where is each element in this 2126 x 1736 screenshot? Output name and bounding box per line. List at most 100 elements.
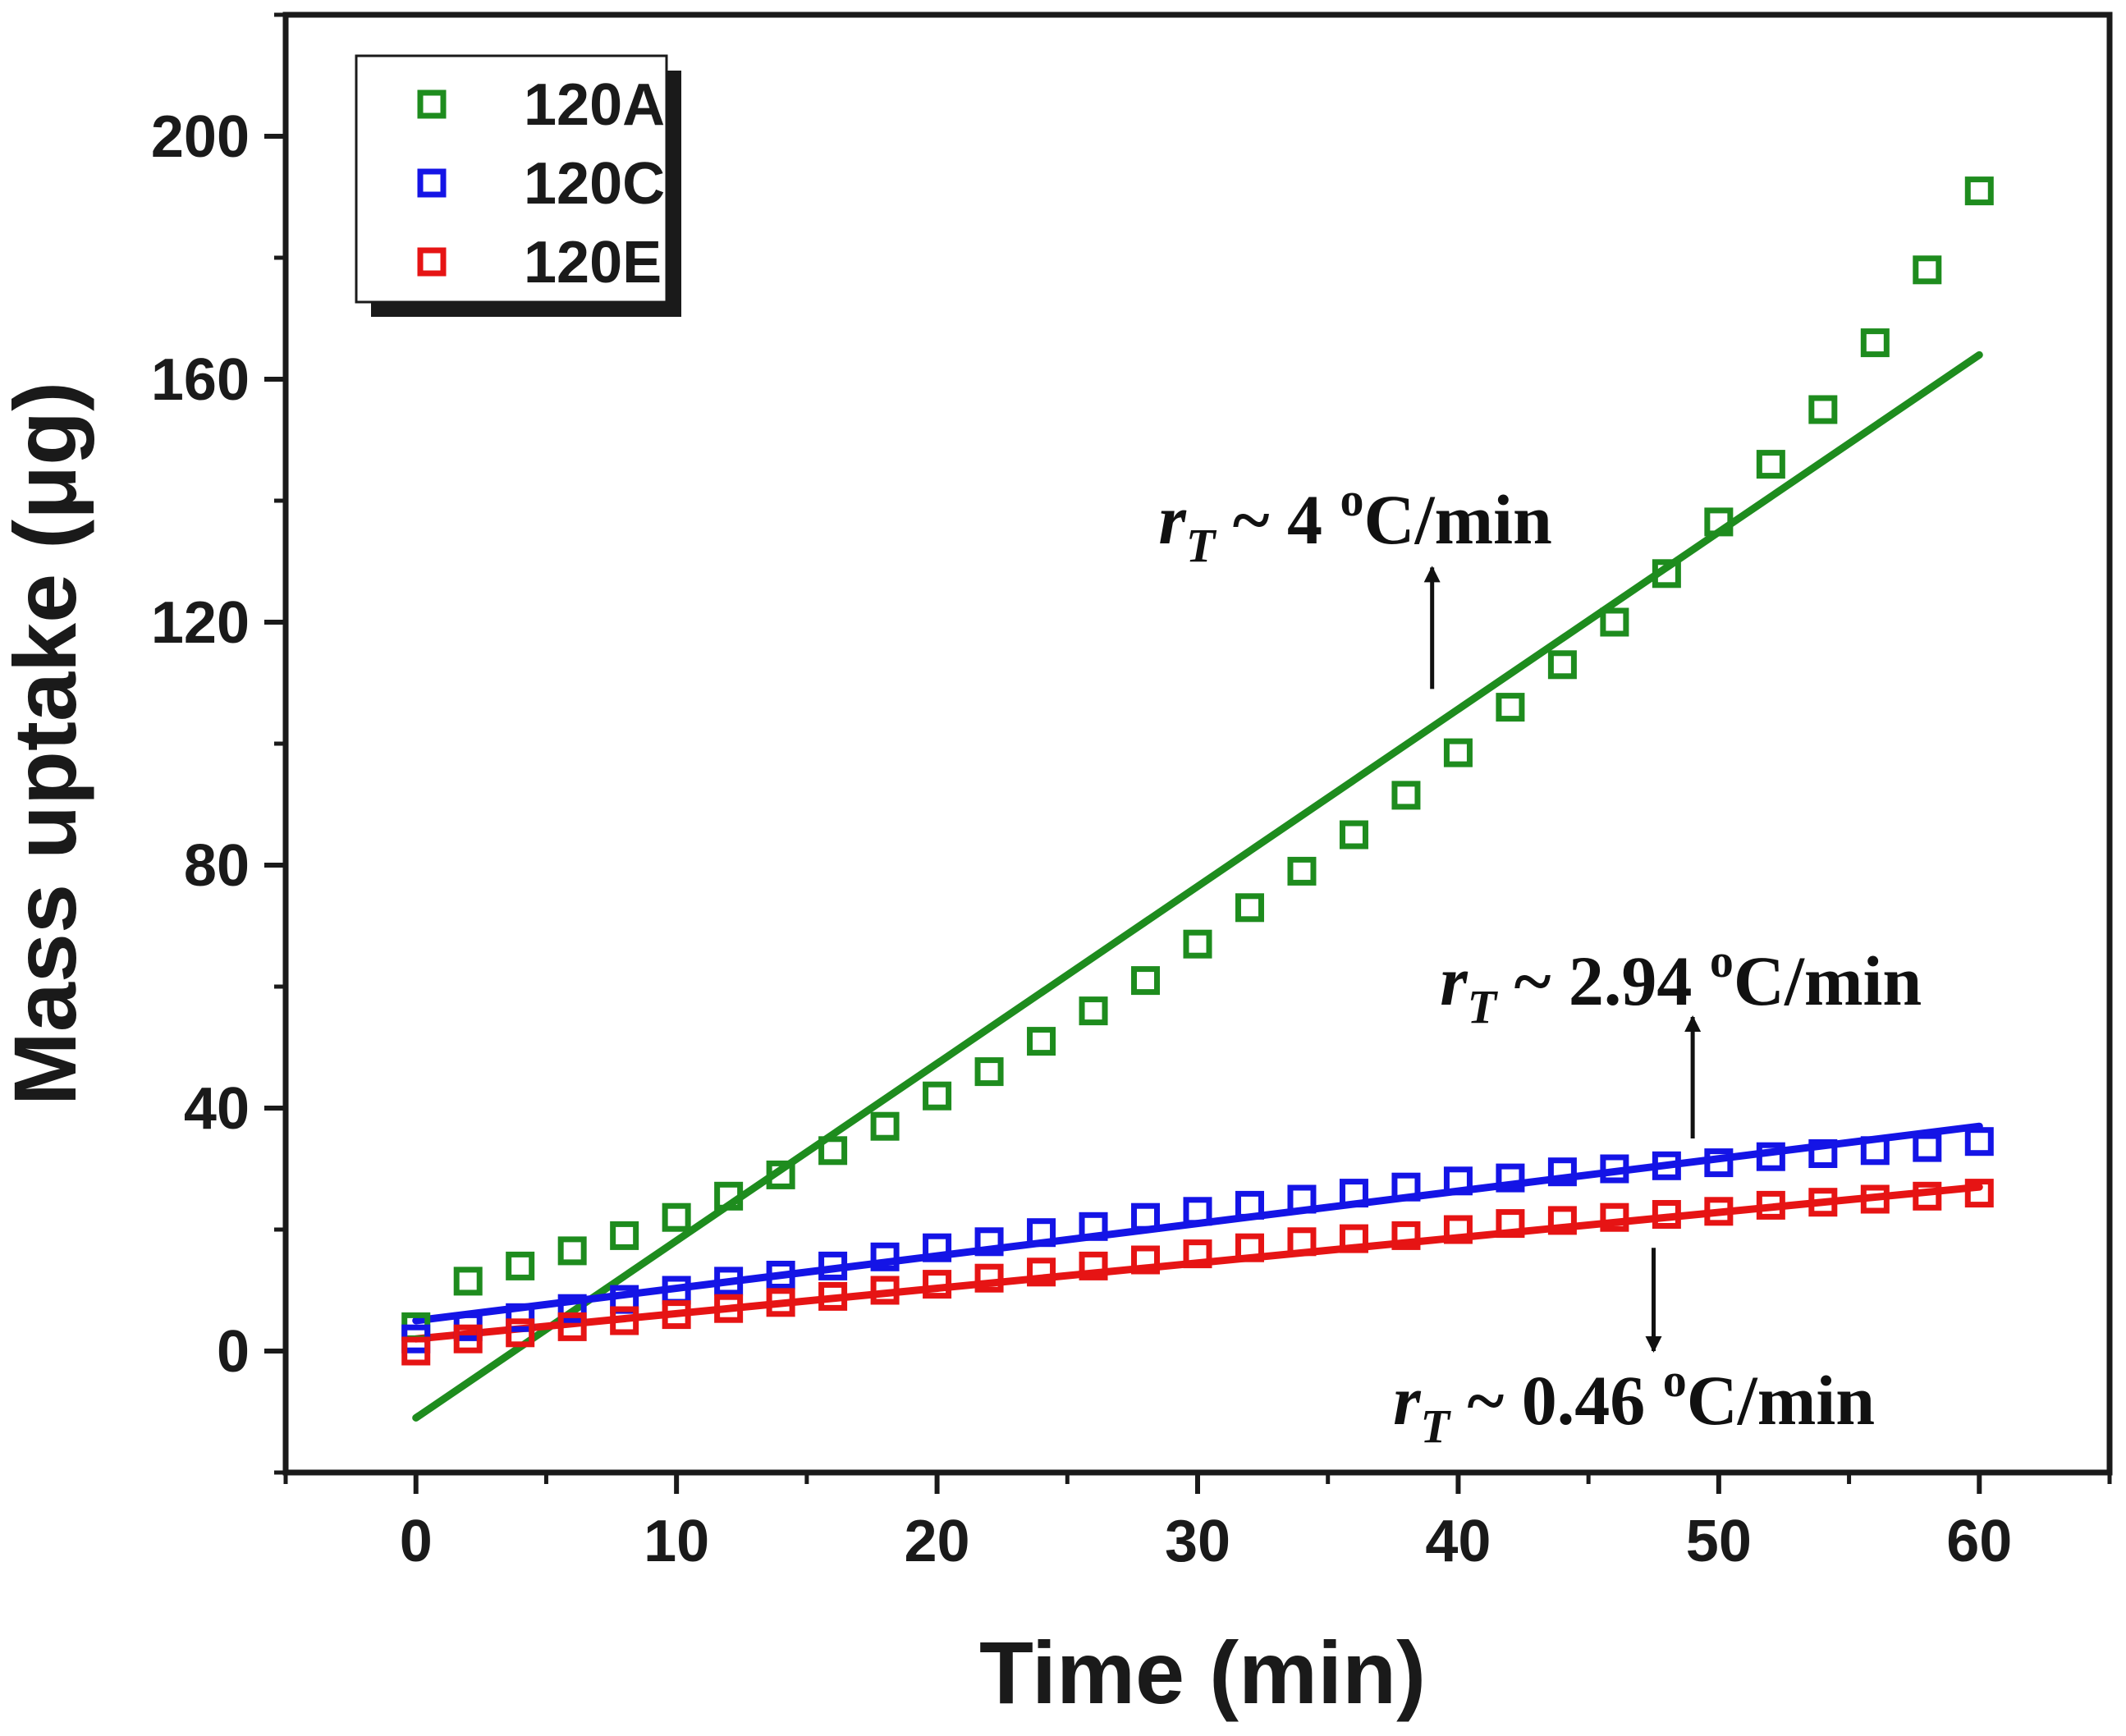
y-tick-label: 160 <box>151 347 250 413</box>
data-point-120c <box>1443 1166 1473 1196</box>
data-point-120e <box>662 1300 691 1330</box>
data-point-120a <box>870 1111 900 1141</box>
data-point-120e <box>506 1318 535 1348</box>
data-point-120e <box>766 1288 795 1317</box>
data-point-120c <box>1808 1139 1838 1168</box>
axis-ticks: 0 10 20 30 40 50 60 0 40 80 120 160 200 <box>151 12 2112 1574</box>
data-point-120a <box>557 1236 587 1266</box>
degree-superscript: o <box>1340 473 1364 526</box>
data-point-120a <box>1704 507 1734 537</box>
data-point-120e <box>1079 1251 1108 1280</box>
data-point-120a <box>662 1202 691 1232</box>
x-tick-label: 0 <box>400 1509 433 1574</box>
rate-unit: C/min <box>1734 941 1922 1020</box>
rate-annotation: rT ~ 0.46 oC/min <box>1393 1354 1875 1453</box>
data-point-120e <box>1235 1233 1264 1262</box>
data-point-120c <box>1079 1212 1108 1241</box>
fit-lines <box>412 350 1983 1422</box>
data-point-120e <box>923 1270 952 1299</box>
y-tick-label: 0 <box>217 1319 250 1385</box>
data-point-120e <box>1027 1257 1056 1287</box>
x-axis-title: Time (min) <box>979 1623 1426 1722</box>
data-point-120a <box>1756 450 1785 479</box>
rate-value: ~ 4 <box>1215 480 1340 559</box>
data-point-120e <box>1600 1202 1629 1232</box>
rate-annotation: rT ~ 4 oC/min <box>1158 473 1552 572</box>
rate-annotation: rT ~ 2.94 oC/min <box>1440 934 1922 1033</box>
data-point-120c <box>714 1267 744 1296</box>
data-point-120c <box>1652 1151 1681 1180</box>
data-point-120a <box>1079 996 1108 1026</box>
data-point-120a <box>1496 693 1525 722</box>
rate-symbol: r <box>1440 941 1468 1020</box>
data-point-120c <box>766 1261 795 1289</box>
y-tick-label: 120 <box>151 590 250 656</box>
data-point-120e <box>453 1324 483 1354</box>
legend-box <box>355 54 668 304</box>
rate-value: ~ 2.94 <box>1496 941 1710 1020</box>
data-point-120c <box>1235 1190 1264 1220</box>
data-point-120e <box>1756 1190 1785 1220</box>
legend-marker-120c <box>417 168 447 198</box>
data-point-120e <box>1287 1227 1317 1257</box>
data-point-120e <box>610 1306 639 1335</box>
data-point-120a <box>1860 328 1890 358</box>
data-point-120a <box>818 1136 848 1166</box>
data-point-120e <box>974 1263 1004 1293</box>
data-point-120c <box>1496 1163 1525 1193</box>
data-point-120c <box>1704 1148 1734 1178</box>
data-point-120e <box>1652 1200 1681 1229</box>
data-point-120e <box>1496 1209 1525 1239</box>
data-point-120a <box>1443 738 1473 767</box>
data-point-120a <box>1339 820 1368 850</box>
data-point-120a <box>1964 176 1994 206</box>
rate-subscript: T <box>1421 1399 1452 1453</box>
data-point-120a <box>453 1267 483 1296</box>
data-point-120a <box>1600 607 1629 637</box>
data-point-120a <box>1131 966 1161 996</box>
data-point-120c <box>1183 1197 1212 1226</box>
data-point-120a <box>1808 395 1838 424</box>
data-point-120c <box>818 1251 848 1280</box>
data-point-120c <box>1860 1136 1890 1166</box>
x-tick-label: 10 <box>644 1509 709 1574</box>
data-point-120c <box>1913 1133 1942 1162</box>
x-tick-label: 40 <box>1425 1509 1491 1574</box>
legend-marker-120a <box>417 89 447 119</box>
data-point-120a <box>1652 559 1681 589</box>
data-point-120a <box>1391 781 1421 810</box>
data-point-120e <box>1183 1239 1212 1269</box>
data-point-120c <box>1131 1202 1161 1232</box>
x-tick-label: 20 <box>905 1509 970 1574</box>
data-point-120a <box>610 1221 639 1250</box>
data-point-120a <box>923 1081 952 1111</box>
data-point-120e <box>1339 1224 1368 1253</box>
legend: 120A 120C 120E <box>355 54 681 317</box>
data-point-120c <box>506 1303 535 1332</box>
rate-subscript: T <box>1468 980 1499 1033</box>
data-point-120e <box>1913 1181 1942 1211</box>
data-point-120a <box>506 1251 535 1280</box>
data-point-120e <box>818 1281 848 1311</box>
data-point-120c <box>1027 1218 1056 1248</box>
x-tick-label: 50 <box>1686 1509 1752 1574</box>
data-point-120e <box>1443 1215 1473 1244</box>
data-point-120c <box>974 1227 1004 1257</box>
legend-label-120e: 120E <box>524 230 662 295</box>
data-point-120c <box>1339 1179 1368 1208</box>
data-point-120a <box>1183 929 1212 959</box>
data-point-120a <box>714 1181 744 1211</box>
rate-subscript: T <box>1186 519 1217 572</box>
y-tick-label: 40 <box>184 1076 250 1142</box>
legend-marker-120e <box>417 247 447 277</box>
data-point-120c <box>1964 1127 1994 1157</box>
data-point-120a <box>766 1160 795 1189</box>
data-point-120c <box>1391 1172 1421 1202</box>
y-axis-title: Mass uptake (μg) <box>0 382 94 1106</box>
data-point-120e <box>557 1312 587 1341</box>
data-point-120c <box>1756 1142 1785 1171</box>
data-point-120c <box>1547 1157 1577 1187</box>
data-point-120e <box>1964 1179 1994 1208</box>
data-point-120e <box>1808 1188 1838 1217</box>
